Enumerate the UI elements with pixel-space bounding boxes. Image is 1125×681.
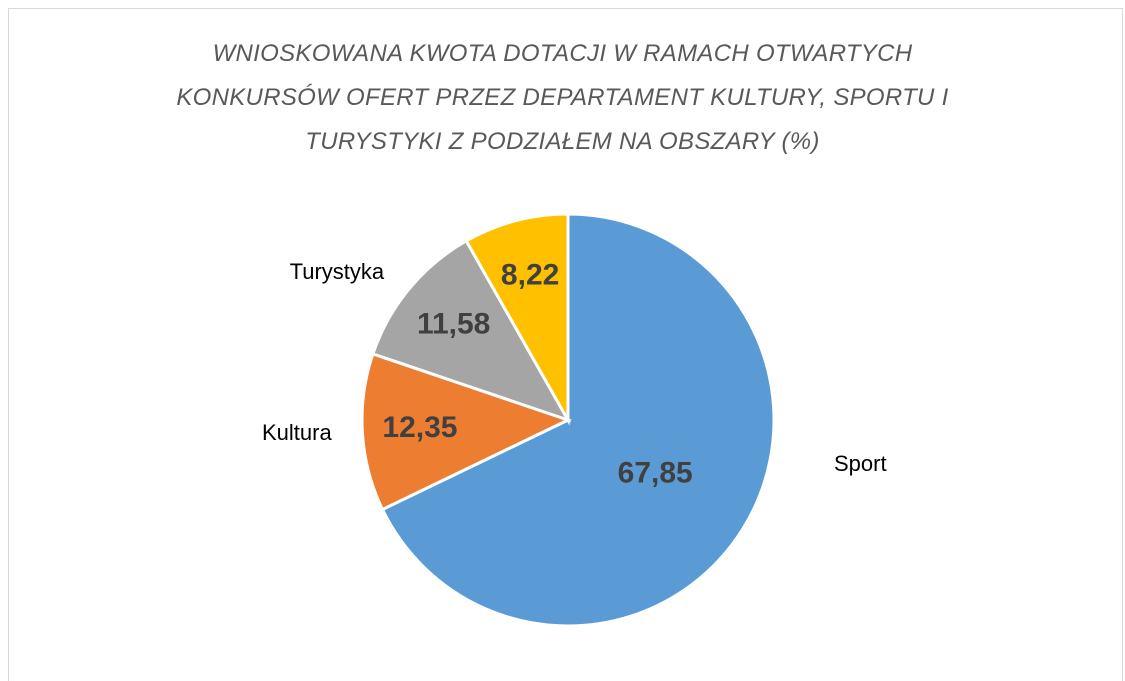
category-label: Kultura (262, 420, 332, 445)
data-label: 11,58 (417, 307, 490, 340)
pie-slice (464, 212, 570, 426)
category-label: Sport (834, 451, 887, 476)
pie-slice (380, 212, 776, 628)
chart-title: WNIOSKOWANA KWOTA DOTACJI W RAMACH OTWAR… (176, 40, 949, 155)
data-label: 67,85 (618, 457, 693, 490)
pie-slice (360, 351, 572, 512)
data-label: 8,22 (501, 259, 559, 292)
data-label: 12,35 (382, 411, 457, 444)
pie-slice (370, 238, 572, 423)
category-label: Turystyka (290, 259, 385, 284)
chart-border (8, 8, 1123, 681)
